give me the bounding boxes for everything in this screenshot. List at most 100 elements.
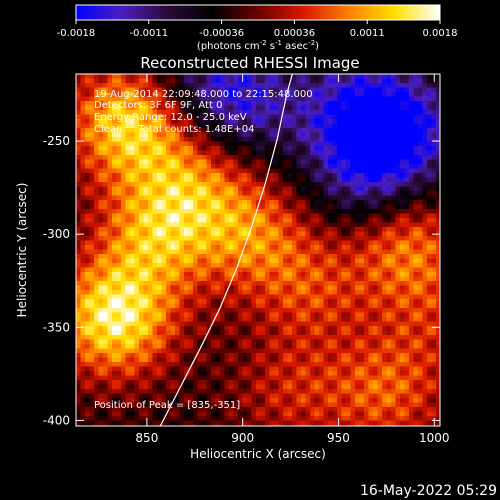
heatmap-cell [130,285,135,291]
heatmap-cell [359,200,365,205]
heatmap-cell [125,227,131,232]
heatmap-cell [161,128,167,133]
heatmap-cell [377,294,383,300]
heatmap-cell [134,236,140,241]
heatmap-cell [220,78,225,84]
heatmap-cell [193,186,198,192]
heatmap-cell [328,110,333,115]
heatmap-cell [382,168,387,174]
heatmap-cell [337,317,342,322]
heatmap-cell [242,335,248,340]
heatmap-cell [292,263,297,268]
heatmap-cell [125,330,131,336]
heatmap-cell [404,200,410,205]
heatmap-cell [193,141,198,147]
heatmap-cell [391,96,396,102]
heatmap-cell [364,335,369,340]
heatmap-cell [355,195,360,201]
heatmap-cell [179,74,185,79]
heatmap-cell [193,317,198,322]
heatmap-cell [422,240,428,246]
heatmap-cell [134,141,140,147]
heatmap-cell [368,276,374,282]
heatmap-cell [364,128,369,133]
heatmap-cell [391,299,396,304]
heatmap-cell [247,200,252,205]
heatmap-cell [175,330,180,336]
heatmap-cell [143,146,149,151]
heatmap-cell [265,123,270,129]
heatmap-cell [103,119,108,124]
heatmap-cell [323,164,329,169]
heatmap-cell [359,78,365,84]
heatmap-cell [269,150,275,156]
heatmap-cell [139,92,144,97]
heatmap-cell [130,110,135,115]
heatmap-cell [85,263,90,268]
heatmap-cell [337,200,342,205]
heatmap-cell [179,254,185,259]
heatmap-cell [283,222,288,228]
heatmap-cell [107,128,113,133]
heatmap-cell [161,276,167,282]
heatmap-cell [368,240,374,246]
heatmap-cell [269,186,275,192]
heatmap-cell [413,132,419,138]
heatmap-cell [341,105,347,111]
heatmap-cell [112,303,117,309]
heatmap-cell [184,285,189,291]
heatmap-cell [391,114,396,120]
heatmap-cell [112,204,117,210]
heatmap-cell [296,92,302,97]
heatmap-cell [98,335,104,340]
heatmap-cell [98,222,104,228]
heatmap-cell [341,231,347,237]
heatmap-cell [229,272,234,277]
heatmap-cell [260,326,266,331]
heatmap-cell [368,195,374,201]
heatmap-cell [422,218,428,223]
heatmap-cell [404,146,410,151]
heatmap-cell [166,186,171,192]
heatmap-cell [175,186,180,192]
heatmap-cell [386,173,392,178]
heatmap-cell [202,110,207,115]
heatmap-cell [139,119,144,124]
heatmap-cell [260,317,266,322]
heatmap-cell [157,222,162,228]
heatmap-cell [436,240,440,246]
heatmap-cell [139,110,144,115]
heatmap-cell [148,78,153,84]
heatmap-cell [431,299,437,304]
heatmap-cell [184,312,189,318]
heatmap-cell [364,317,369,322]
heatmap-cell [188,173,194,178]
heatmap-cell [170,105,176,111]
heatmap-cell [197,164,203,169]
heatmap-cell [206,74,212,79]
heatmap-cell [413,227,419,232]
heatmap-cell [301,141,306,147]
heatmap-cell [157,272,162,277]
heatmap-cell [103,303,108,309]
heatmap-cell [269,159,275,165]
heatmap-cell [436,132,440,138]
heatmap-cell [220,258,225,264]
heatmap-cell [143,114,149,120]
heatmap-cell [80,348,86,354]
heatmap-cell [350,110,356,115]
heatmap-cell [287,182,293,187]
heatmap-cell [341,317,347,322]
heatmap-cell [328,137,333,142]
heatmap-cell [116,240,122,246]
heatmap-cell [301,200,306,205]
heatmap-cell [134,191,140,196]
heatmap-cell [332,119,338,124]
heatmap-cell [395,312,401,318]
heatmap-cell [292,272,297,277]
heatmap-cell [152,191,158,196]
heatmap-cell [377,182,383,187]
heatmap-cell [400,240,405,246]
heatmap-cell [157,186,162,192]
heatmap-cell [134,227,140,232]
